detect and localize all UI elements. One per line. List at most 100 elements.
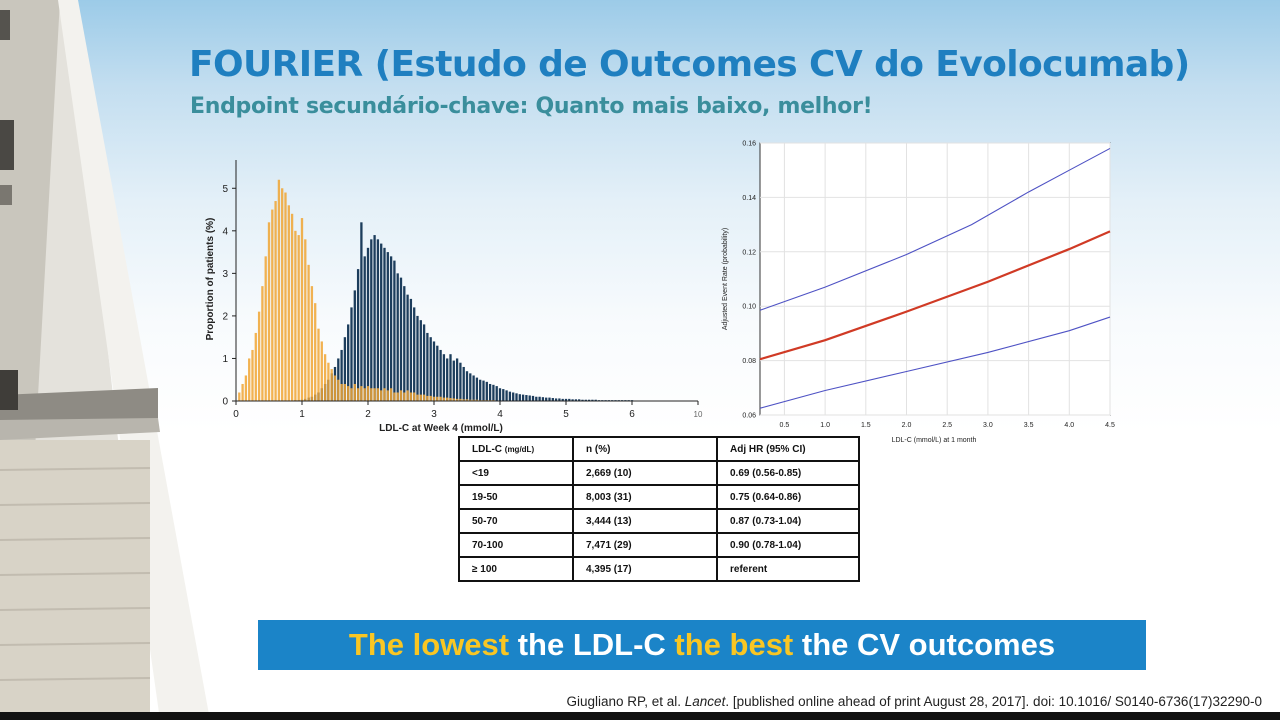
histogram-bar xyxy=(518,394,521,401)
histogram-bar xyxy=(432,396,436,401)
histogram-bar xyxy=(419,320,422,401)
histogram-bar xyxy=(238,392,241,401)
histogram-bar xyxy=(360,386,363,401)
histogram-bar xyxy=(538,396,541,401)
table-row: 19-50 8,003 (31) 0.75 (0.64-0.86) xyxy=(458,484,860,510)
histogram-bar xyxy=(251,349,254,401)
histogram-bar xyxy=(340,349,343,401)
hist-y-tick-label: 0 xyxy=(222,397,228,408)
banner-text-ldl: the LDL-C xyxy=(509,627,675,662)
histogram-bar xyxy=(426,332,429,401)
line-chart-plot-area xyxy=(759,142,1111,416)
histogram-bar xyxy=(323,354,327,401)
histogram-bar xyxy=(446,397,449,401)
histogram-bar xyxy=(396,273,399,401)
histogram-bar xyxy=(300,218,304,401)
histogram-bar xyxy=(545,397,548,401)
line-y-ticks: 0.06 0.08 0.10 0.12 0.14 0.16 xyxy=(742,141,756,420)
histogram-bar xyxy=(297,235,300,401)
histogram-bar xyxy=(287,205,290,401)
table-row: ≥ 100 4,395 (17) referent xyxy=(458,556,860,582)
histogram-bar xyxy=(541,397,545,401)
line-y-tick-label: 0.06 xyxy=(742,413,756,420)
histogram-bar xyxy=(426,395,429,401)
citation-authors: Giugliano RP, et al. xyxy=(566,694,685,709)
histogram-bar xyxy=(366,386,370,401)
histogram-bar xyxy=(380,243,383,401)
histogram-bar xyxy=(475,399,479,401)
table-cell-hr: 0.90 (0.78-1.04) xyxy=(716,532,860,558)
histogram-bar xyxy=(403,286,406,401)
histogram-bar xyxy=(449,354,452,401)
histogram-bar xyxy=(413,307,416,401)
histogram-bar xyxy=(429,337,432,401)
histogram-bar xyxy=(594,399,597,401)
table-cell-ldl: 70-100 xyxy=(458,532,574,558)
histogram-bar xyxy=(452,398,455,401)
histogram-bar xyxy=(584,399,587,401)
histogram-bar xyxy=(416,315,419,401)
histogram-bars xyxy=(238,179,680,402)
histogram-bar xyxy=(554,398,558,401)
histogram-bar xyxy=(310,286,314,401)
line-x-tick-label: 2.0 xyxy=(902,422,912,429)
building-photo xyxy=(0,0,210,720)
histogram-bar xyxy=(396,392,399,401)
table-cell-n: 7,471 (29) xyxy=(572,532,718,558)
line-x-tick-label: 1.0 xyxy=(820,422,830,429)
histogram-bar xyxy=(571,399,574,401)
histogram-bar xyxy=(587,399,591,401)
histogram-bar xyxy=(383,247,386,401)
histogram-bar xyxy=(465,399,469,401)
line-x-tick-label: 1.5 xyxy=(861,422,871,429)
bottom-bar xyxy=(0,712,1280,720)
table-cell-n: 8,003 (31) xyxy=(572,484,718,510)
hist-y-ticks: 0 1 2 3 4 5 xyxy=(222,184,236,408)
histogram-bar xyxy=(452,360,455,401)
line-x-tick-label: 4.0 xyxy=(1064,422,1074,429)
histogram-bar xyxy=(350,388,353,401)
table-cell-hr: referent xyxy=(716,556,860,582)
histogram-bar xyxy=(561,398,564,401)
histogram-bar xyxy=(307,264,310,401)
hist-x-tick-label: 10 xyxy=(694,410,703,419)
histogram-bar xyxy=(521,394,525,401)
table-row: 70-100 7,471 (29) 0.90 (0.78-1.04) xyxy=(458,532,860,558)
table-header-ldl: LDL-C (mg/dL) xyxy=(458,436,574,462)
histogram-bar xyxy=(347,386,350,401)
histogram-bar xyxy=(347,324,350,401)
banner-highlight-best: the best xyxy=(674,627,794,662)
histogram-bar xyxy=(241,383,244,401)
line-x-tick-label: 4.5 xyxy=(1105,422,1115,429)
histogram-bar xyxy=(475,377,479,401)
histogram-bar xyxy=(264,256,267,401)
histogram-bar xyxy=(574,399,578,401)
line-y-tick-label: 0.10 xyxy=(742,304,756,311)
histogram-bar xyxy=(356,388,360,401)
hist-x-tick-label: 4 xyxy=(497,409,503,420)
histogram-bar xyxy=(515,393,518,401)
table-cell-hr: 0.69 (0.56-0.85) xyxy=(716,460,860,486)
histogram-bar xyxy=(389,388,393,401)
histogram-bar xyxy=(442,397,446,401)
histogram-bar xyxy=(502,389,505,401)
line-y-tick-label: 0.14 xyxy=(742,195,756,202)
hist-x-tick-label: 5 xyxy=(563,409,569,420)
table-cell-ldl: ≥ 100 xyxy=(458,556,574,582)
histogram-bar xyxy=(455,398,459,401)
slide-subtitle: Endpoint secundário-chave: Quanto mais b… xyxy=(190,94,873,119)
histogram-bar xyxy=(564,398,568,401)
histogram-bar xyxy=(558,398,561,401)
banner-highlight-lowest: The lowest xyxy=(348,627,510,662)
table-cell-ldl: 19-50 xyxy=(458,484,574,510)
histogram-bar xyxy=(531,395,535,401)
histogram-bar xyxy=(376,239,380,401)
histogram-bar xyxy=(436,345,439,401)
histogram-bar xyxy=(343,383,347,401)
histogram-bar xyxy=(512,392,515,401)
histogram-bar xyxy=(439,396,442,401)
histogram-bar xyxy=(578,399,581,401)
line-series-upper-ci xyxy=(759,147,1111,311)
histogram-bar xyxy=(469,399,472,401)
histogram-bar xyxy=(455,358,459,401)
